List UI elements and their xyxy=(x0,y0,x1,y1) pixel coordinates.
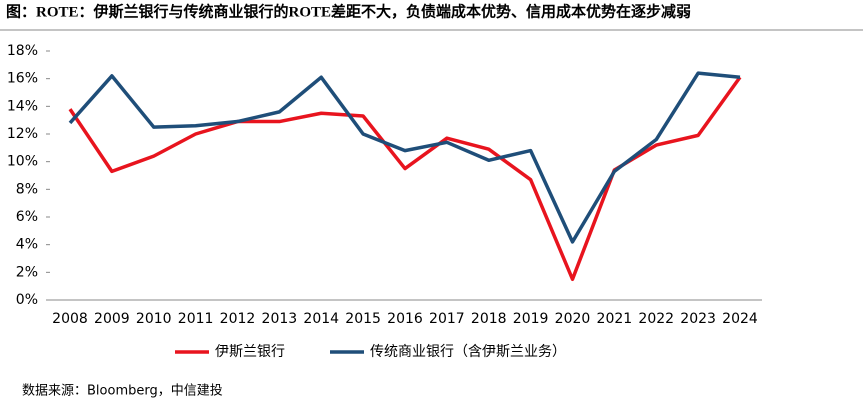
source-note: 数据来源：Bloomberg，中信建投 xyxy=(22,383,223,399)
x-tick-label: 2020 xyxy=(555,311,591,327)
x-tick-label: 2012 xyxy=(220,311,256,327)
x-tick-label: 2016 xyxy=(387,311,423,327)
legend-label: 伊斯兰银行 xyxy=(215,344,285,360)
legend-label: 传统商业银行（含伊斯兰业务） xyxy=(370,344,566,360)
x-tick-label: 2013 xyxy=(262,311,298,327)
x-tick-label: 2014 xyxy=(303,311,339,327)
x-tick-label: 2009 xyxy=(94,311,130,327)
chart-title: 图：ROTE：伊斯兰银行与传统商业银行的ROTE差距不大，负债端成本优势、信用成… xyxy=(6,2,691,20)
x-tick-label: 2023 xyxy=(680,311,716,327)
x-tick-label: 2008 xyxy=(52,311,88,327)
x-tick-label: 2011 xyxy=(178,311,214,327)
y-tick-label: 6% xyxy=(16,209,38,225)
x-tick-label: 2018 xyxy=(471,311,507,327)
series-line xyxy=(68,76,742,281)
y-tick-label: 10% xyxy=(7,154,38,170)
x-tick-label: 2015 xyxy=(345,311,381,327)
x-tick-label: 2019 xyxy=(513,311,549,327)
y-tick-label: 18% xyxy=(7,43,38,59)
y-tick-label: 16% xyxy=(7,71,38,87)
x-tick-label: 2021 xyxy=(597,311,633,327)
y-tick-label: 12% xyxy=(7,126,38,142)
x-tick-label: 2024 xyxy=(722,311,758,327)
y-tick-label: 4% xyxy=(16,237,38,253)
x-tick-label: 2010 xyxy=(136,311,172,327)
y-tick-label: 8% xyxy=(16,181,38,197)
y-tick-label: 2% xyxy=(16,264,38,280)
series-line xyxy=(68,71,741,244)
x-tick-label: 2017 xyxy=(429,311,465,327)
y-tick-label: 0% xyxy=(16,292,38,308)
x-tick-label: 2022 xyxy=(638,311,674,327)
y-tick-label: 14% xyxy=(7,98,38,114)
